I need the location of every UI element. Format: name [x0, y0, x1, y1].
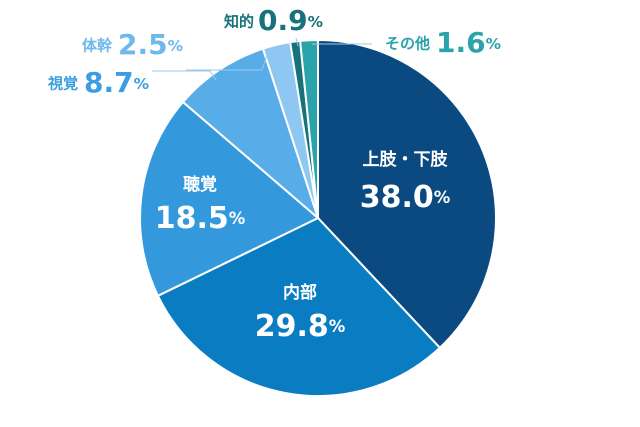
value-label: 0.9% [258, 4, 323, 37]
pie-slice [299, 38, 319, 219]
value-unit: % [434, 188, 451, 207]
category-label: 上肢・下肢 [363, 149, 449, 170]
value-label: 38.0% [360, 180, 451, 215]
leader-line [152, 70, 217, 81]
leader-line [186, 51, 269, 71]
pie-slice [317, 38, 497, 350]
value-label: 18.5% [155, 201, 246, 236]
category-label: 視覚 [47, 75, 78, 93]
value-label: 29.8% [255, 309, 346, 344]
value-number: 1.6 [436, 26, 486, 59]
value-unit: % [134, 75, 149, 93]
category-label: 体幹 [82, 37, 113, 55]
category-label: 聴覚 [183, 174, 217, 195]
value-unit: % [308, 13, 323, 31]
value-number: 29.8 [255, 309, 329, 344]
value-number: 18.5 [155, 201, 229, 236]
value-number: 38.0 [360, 180, 434, 215]
leader-line [295, 37, 299, 47]
value-label: 1.6% [436, 26, 501, 59]
value-label: 8.7% [84, 66, 149, 99]
value-unit: % [486, 35, 501, 53]
value-number: 8.7 [84, 66, 134, 99]
value-number: 0.9 [258, 4, 308, 37]
value-number: 2.5 [118, 28, 168, 61]
value-unit: % [229, 209, 246, 228]
category-label: 内部 [283, 282, 317, 303]
value-unit: % [329, 317, 346, 336]
value-label: 2.5% [118, 28, 183, 61]
category-label: その他 [385, 35, 430, 53]
value-unit: % [168, 37, 183, 55]
category-label: 知的 [224, 13, 254, 31]
pie-slice [139, 100, 320, 298]
